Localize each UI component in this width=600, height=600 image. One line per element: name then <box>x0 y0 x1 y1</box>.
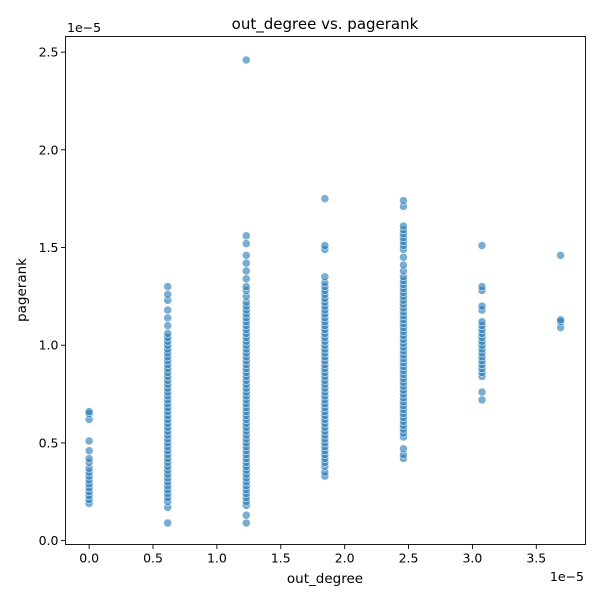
points-layer <box>84 55 565 528</box>
data-point <box>399 444 408 454</box>
y-tick-label: 1.5 <box>39 240 59 255</box>
x-tick-label: 0.5 <box>143 551 163 566</box>
data-point <box>163 305 172 315</box>
data-point <box>242 239 251 248</box>
data-point <box>163 282 172 291</box>
x-tick-label: 2.5 <box>399 551 419 566</box>
data-point <box>399 221 408 231</box>
x-tick-label: 1.5 <box>271 551 291 566</box>
data-point <box>477 301 487 311</box>
data-point <box>477 317 487 327</box>
x-tick-label: 3.0 <box>462 551 482 566</box>
data-point <box>399 253 408 262</box>
data-point <box>477 241 487 250</box>
data-point <box>163 321 172 330</box>
y-tick-label: 0.0 <box>39 533 59 548</box>
data-point <box>320 272 330 282</box>
data-point <box>477 387 487 397</box>
data-point <box>320 194 330 203</box>
x-axis-ticks: 0.0 0.5 1.0 1.5 2.0 2.5 3.0 3.5 <box>79 544 546 566</box>
chart-title: out_degree vs. pagerank <box>232 15 419 34</box>
data-point <box>242 510 251 520</box>
data-point <box>242 55 251 65</box>
x-tick-label: 0.0 <box>79 551 99 566</box>
data-point <box>84 446 94 455</box>
data-point <box>84 407 94 416</box>
y-axis-label: pagerank <box>14 258 30 322</box>
plot-frame <box>65 36 586 545</box>
data-point <box>242 266 251 276</box>
data-point <box>242 518 251 528</box>
y-axis-offset-text: 1e−5 <box>67 20 101 35</box>
data-point <box>242 231 251 241</box>
data-point <box>242 258 251 268</box>
y-tick-label: 2.0 <box>39 142 59 157</box>
data-point <box>163 313 172 323</box>
data-point <box>242 282 251 291</box>
data-point <box>320 241 330 250</box>
data-point <box>163 329 172 338</box>
data-point <box>242 251 251 260</box>
x-tick-label: 3.5 <box>526 551 546 566</box>
data-point <box>163 518 172 528</box>
data-point <box>84 436 94 446</box>
y-tick-label: 2.5 <box>39 45 59 60</box>
y-axis-ticks: 0.0 0.5 1.0 1.5 2.0 2.5 <box>39 45 66 548</box>
x-axis-label: out_degree <box>287 571 363 587</box>
data-point <box>477 395 487 405</box>
y-tick-label: 0.5 <box>39 435 59 450</box>
data-point <box>556 315 565 325</box>
x-tick-label: 2.0 <box>335 551 355 566</box>
data-point <box>477 282 487 291</box>
data-point <box>399 196 408 205</box>
y-tick-label: 1.0 <box>39 338 59 353</box>
data-point <box>242 274 251 284</box>
data-point <box>399 260 408 270</box>
x-axis-offset-text: 1e−5 <box>550 569 584 584</box>
data-point <box>84 454 94 463</box>
x-tick-label: 1.0 <box>207 551 227 566</box>
data-point <box>163 290 172 299</box>
data-point <box>556 251 565 260</box>
